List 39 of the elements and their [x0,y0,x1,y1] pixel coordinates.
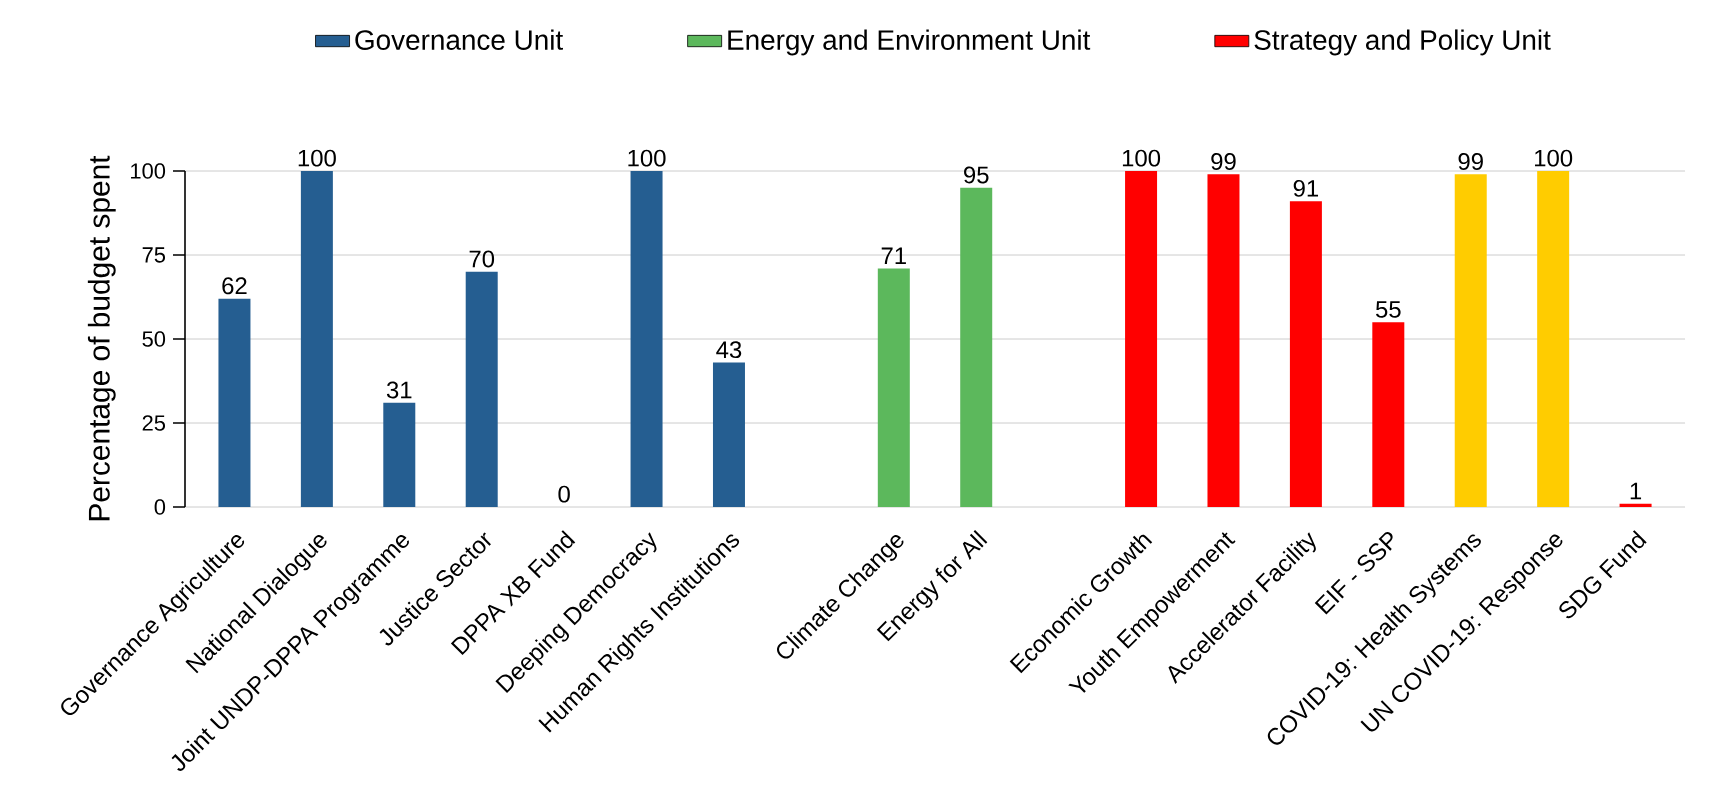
bar [383,402,416,507]
bar [960,187,993,507]
legend-label: Governance Unit [355,29,563,50]
data-label: 91 [1293,179,1319,197]
bar [1289,201,1322,507]
data-label: 1 [1630,482,1642,500]
data-label: 31 [386,381,412,399]
y-tick-label: 25 [142,415,166,431]
data-label: 100 [1122,149,1161,167]
bar [630,171,663,507]
legend-label: Strategy and Policy Unit [1254,29,1551,56]
data-label: 100 [298,149,336,167]
bar [218,298,251,507]
data-label: 0 [558,485,570,503]
data-label: 71 [881,247,906,265]
data-label: 62 [222,277,247,295]
y-tick-label: 50 [142,331,166,347]
bar [300,171,333,507]
bar [712,362,745,507]
data-label: 100 [1535,149,1573,167]
y-tick-label: 0 [154,499,166,515]
bar [1207,174,1240,507]
bar [465,271,498,507]
data-label: 100 [628,149,666,167]
data-label: 43 [716,341,742,359]
data-label: 99 [1211,153,1236,170]
bar [1372,322,1405,507]
bar [1125,171,1158,507]
y-tick-label: 75 [142,247,166,263]
bar [877,268,910,507]
data-label: 70 [469,250,495,268]
data-label: 99 [1458,153,1483,170]
data-label: 55 [1375,301,1401,318]
bar [1454,174,1487,507]
bar [1537,171,1570,507]
y-axis-title: Percentage of budget spent [87,155,116,521]
y-tick-label: 100 [131,163,166,179]
legend-label: Energy and Environment Unit [728,29,1091,56]
data-label: 95 [964,166,989,184]
